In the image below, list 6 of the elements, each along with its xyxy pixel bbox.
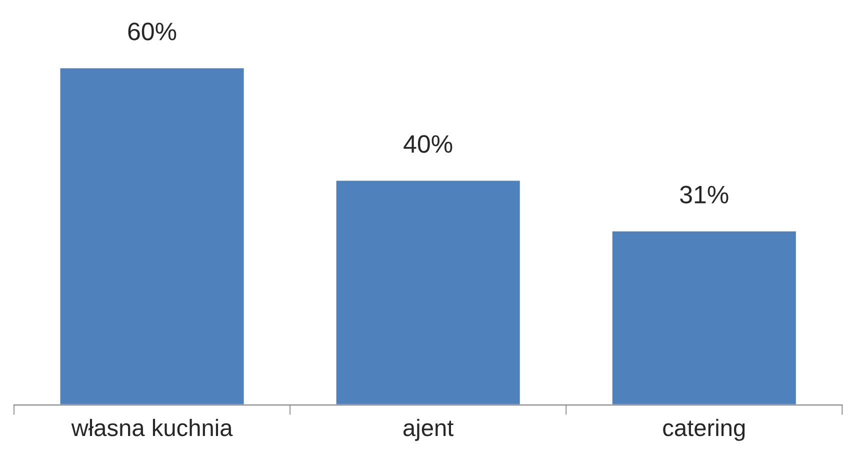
x-tick-label: własna kuchnia bbox=[71, 418, 233, 436]
x-tick-label: catering bbox=[663, 418, 745, 441]
data-label: 60% bbox=[128, 22, 176, 40]
x-tick-label: ajent bbox=[403, 418, 454, 441]
data-label: 31% bbox=[680, 186, 728, 204]
data-label: 40% bbox=[404, 135, 452, 153]
